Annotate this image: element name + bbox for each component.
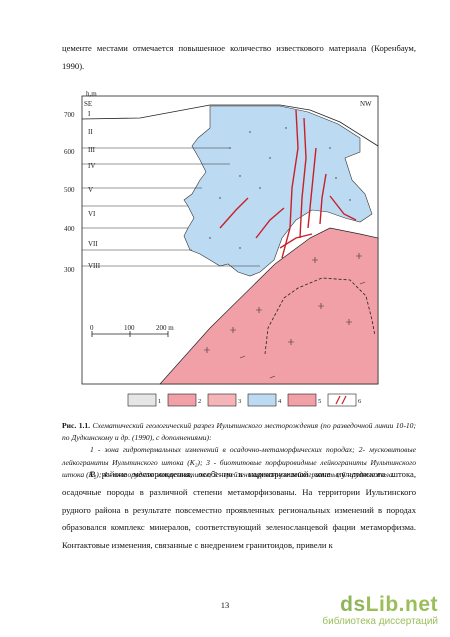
page-number: 13	[220, 600, 230, 610]
legend-swatch-1	[127, 393, 157, 407]
paragraph-bottom-text: В районе месторождения, особенно в надин…	[62, 469, 416, 551]
y-tick-label: 600	[64, 148, 75, 156]
zone-label: VI	[88, 210, 96, 218]
ore-bodies	[219, 109, 357, 259]
watermark[interactable]: dsLib.net библиотека диссертаций	[322, 593, 438, 627]
zone-label: III	[88, 146, 96, 154]
legend-swatch-2	[167, 393, 197, 407]
zone-label: I	[88, 110, 91, 118]
legend-number: 2	[198, 398, 201, 405]
zone-label: V	[88, 186, 93, 194]
contact-dashed-line	[264, 277, 376, 355]
scale-label: 100	[124, 324, 135, 332]
legend: 1 2 3 4 5 6	[127, 393, 362, 407]
zone-label: II	[88, 128, 93, 136]
legend-swatch-5	[287, 393, 317, 407]
legend-number: 5	[318, 398, 321, 405]
legend-swatch-3	[207, 393, 237, 407]
figure-caption: Рис. 1.1. Схематический геологический ра…	[62, 420, 416, 481]
scale-label: 200 m	[156, 324, 174, 332]
legend-swatch-4	[247, 393, 277, 407]
corner-left-label: SE	[84, 100, 92, 108]
caption-label: Рис. 1.1.	[62, 421, 91, 430]
corner-right-label: NW	[360, 100, 372, 108]
granite-body	[159, 227, 379, 385]
y-tick-label: 400	[64, 225, 75, 233]
watermark-logo: dsLib.net	[340, 593, 438, 616]
y-tick-label: 700	[64, 111, 75, 119]
legend-ore-symbol	[335, 395, 347, 405]
stipple-dots	[209, 127, 351, 249]
paragraph-bottom: В районе месторождения, особенно в надин…	[62, 466, 416, 555]
legend-swatch-6	[327, 393, 357, 407]
geological-section-figure: h,m SE NW 700 600 500 400 300 I II III I…	[64, 90, 379, 407]
zone-label: IV	[88, 162, 95, 170]
caption-title: Схематический геологический разрез Иульт…	[62, 421, 417, 443]
legend-number: 6	[358, 398, 362, 405]
granite-symbols	[204, 253, 366, 379]
zone-lines	[82, 147, 260, 267]
scale-label: 0	[90, 324, 94, 332]
scale-bar	[91, 331, 169, 337]
caption-legend: 1 - зона гидротермальных изменений в оса…	[62, 445, 416, 479]
y-tick-label: 300	[64, 266, 75, 274]
legend-number: 1	[158, 398, 161, 405]
y-tick-label: 500	[64, 186, 75, 194]
paragraph-top: цементе местами отмечается повышенное ко…	[62, 43, 416, 71]
surface-profile	[81, 104, 379, 147]
zone-label: VII	[88, 240, 98, 248]
watermark-subtitle: библиотека диссертаций	[322, 616, 438, 627]
metasomatite-body	[183, 105, 373, 277]
legend-number: 3	[238, 398, 241, 405]
legend-number: 4	[278, 398, 282, 405]
zone-label: VIII	[88, 262, 101, 270]
y-axis-unit: h,m	[86, 90, 97, 98]
